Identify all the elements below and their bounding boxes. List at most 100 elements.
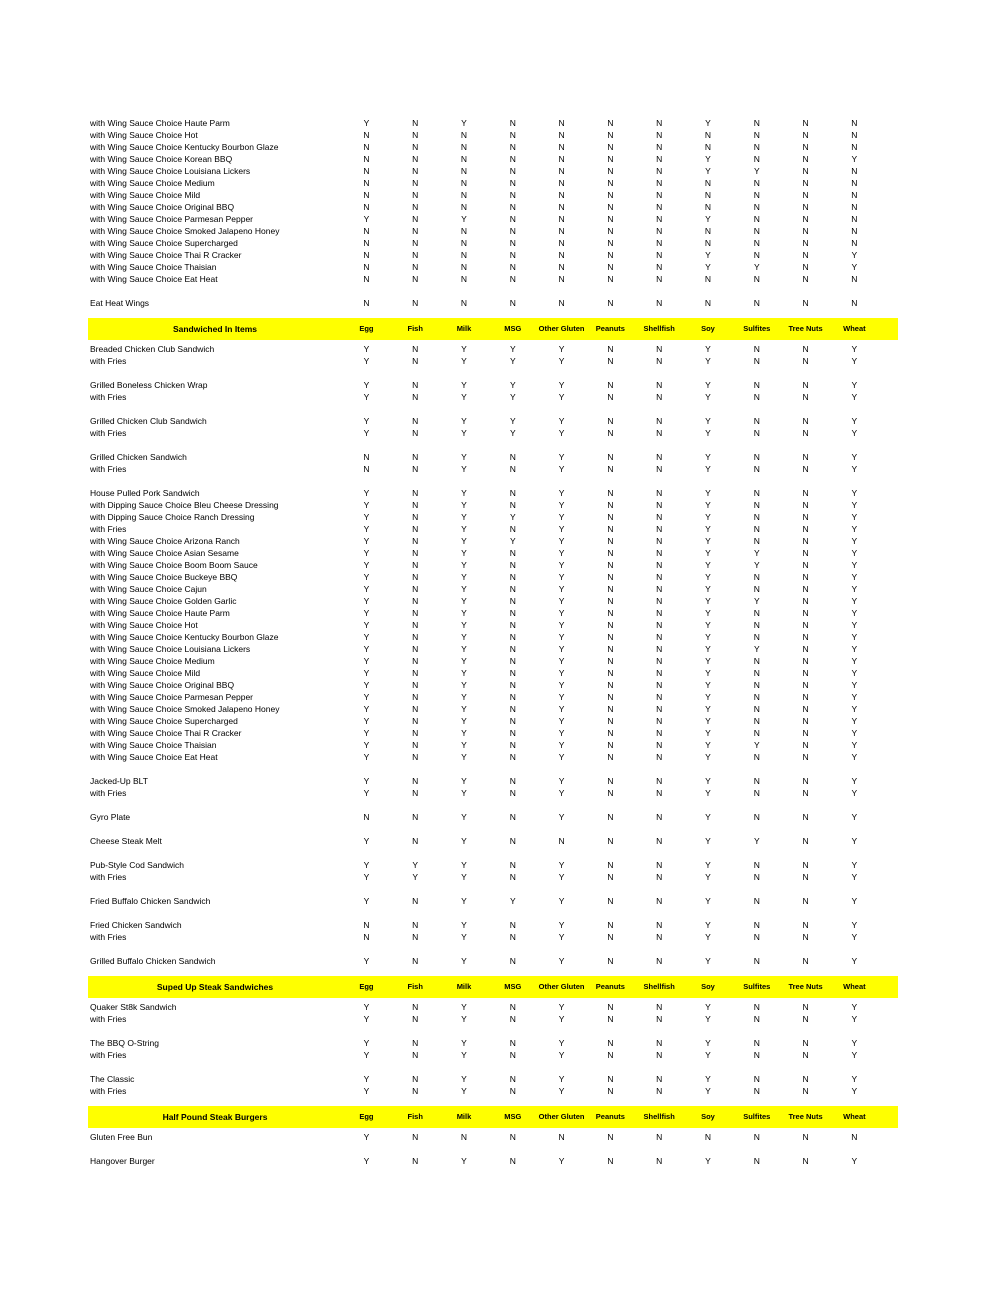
allergen-flag-cell: Y	[851, 262, 858, 272]
allergen-flag-cell: Y	[363, 428, 370, 438]
allergen-flag-cell: N	[509, 262, 516, 272]
allergen-flag-cell: Y	[461, 896, 467, 906]
allergen-flag-cell: N	[607, 118, 614, 128]
allergen-flag-cell: N	[802, 668, 809, 678]
allergen-flag-cell: N	[656, 1156, 663, 1166]
allergen-flag-cell: Y	[461, 488, 467, 498]
allergen-flag-cell: N	[509, 716, 516, 726]
allergen-flag-cell: N	[802, 644, 809, 654]
allergen-flag-cell: Y	[558, 656, 565, 666]
allergen-flag-cell: N	[802, 130, 809, 140]
item-name: with Dipping Sauce Choice Ranch Dressing	[90, 512, 255, 522]
table-row: Eat Heat Wings N N N N N N N N N N N	[88, 297, 898, 309]
allergen-flag-cell: Y	[363, 1002, 370, 1012]
allergen-flag-cell: N	[509, 154, 516, 164]
item-name: with Wing Sauce Choice Thai R Cracker	[90, 728, 242, 738]
allergen-flag-cell: Y	[461, 214, 467, 224]
allergen-flag-cell: N	[607, 178, 614, 188]
allergen-flag-cell: N	[656, 668, 663, 678]
table-row: with Wing Sauce Choice Haute Parm Y N Y N N N N…	[88, 117, 898, 129]
table-row: Fried Buffalo Chicken Sandwich Y N Y Y Y N N Y N N…	[88, 895, 898, 907]
allergen-flag-cell: Y	[558, 1038, 565, 1048]
allergen-flag-cell: N	[509, 190, 516, 200]
allergen-flag-cell: N	[802, 262, 809, 272]
column-header: Wheat	[843, 982, 866, 991]
allergen-flag-cell: Y	[705, 956, 711, 966]
allergen-flag-cell: N	[509, 142, 516, 152]
allergen-flag-cell: N	[412, 1050, 419, 1060]
allergen-flag-cell: N	[802, 620, 809, 630]
allergen-flag-cell: N	[802, 416, 809, 426]
table-row: with Wing Sauce Choice Kentucky Bourbon …	[88, 141, 898, 153]
allergen-flag-cell: Y	[705, 656, 711, 666]
blank-row	[88, 823, 898, 835]
allergen-flag-cell: N	[412, 142, 419, 152]
allergen-flag-cell: Y	[705, 380, 711, 390]
allergen-flag-cell: N	[607, 356, 614, 366]
allergen-flag-cell: Y	[753, 740, 760, 750]
item-name: with Wing Sauce Choice Mild	[90, 190, 201, 200]
allergen-flag-cell: N	[558, 836, 565, 846]
allergen-flag-cell: N	[656, 512, 663, 522]
allergen-flag-cell: N	[753, 190, 760, 200]
column-header: Fish	[407, 1112, 423, 1121]
item-name: with Wing Sauce Choice Supercharged	[90, 238, 238, 248]
allergen-flag-cell: N	[656, 956, 663, 966]
allergen-flag-cell: Y	[753, 548, 760, 558]
table-row: with Wing Sauce Choice Parmesan Pepper Y N…	[88, 691, 898, 703]
allergen-flag-cell: Y	[705, 548, 711, 558]
allergen-flag-cell: N	[607, 668, 614, 678]
allergen-flag-cell: N	[802, 536, 809, 546]
allergen-flag-cell: N	[753, 118, 760, 128]
allergen-flag-cell: Y	[558, 1086, 565, 1096]
allergen-flag-cell: Y	[363, 1156, 370, 1166]
item-name: with Fries	[90, 356, 127, 366]
allergen-flag-cell: N	[851, 298, 858, 308]
item-name: with Wing Sauce Choice Kentucky Bourbon …	[90, 142, 279, 152]
allergen-flag-cell: N	[802, 452, 809, 462]
table-row: with Fries Y N Y N Y N N Y N N Y	[88, 523, 898, 535]
allergen-flag-cell: N	[802, 1014, 809, 1024]
allergen-flag-cell: N	[851, 178, 858, 188]
allergen-flag-cell: Y	[363, 896, 370, 906]
allergen-flag-cell: N	[509, 1132, 516, 1142]
table-row: with Wing Sauce Choice Eat Heat N N N N N N N N N…	[88, 273, 898, 285]
allergen-flag-cell: N	[656, 656, 663, 666]
item-name: Pub-Style Cod Sandwich	[90, 860, 185, 870]
column-header: Soy	[701, 324, 715, 333]
allergen-flag-cell: N	[753, 298, 760, 308]
allergen-flag-cell: Y	[363, 1038, 370, 1048]
allergen-flag-cell: N	[656, 524, 663, 534]
allergen-flag-cell: N	[460, 130, 468, 140]
allergen-flag-cell: N	[656, 728, 663, 738]
allergen-flag-cell: N	[363, 932, 370, 942]
allergen-flag-cell: N	[460, 166, 468, 176]
allergen-flag-cell: N	[509, 608, 516, 618]
allergen-flag-cell: N	[558, 298, 565, 308]
allergen-flag-cell: Y	[461, 356, 467, 366]
item-name: with Fries	[90, 392, 127, 402]
allergen-flag-cell: N	[656, 1002, 663, 1012]
item-name: with Fries	[90, 932, 127, 942]
allergen-flag-cell: N	[607, 1002, 614, 1012]
allergen-flag-cell: N	[412, 584, 419, 594]
allergen-flag-cell: N	[509, 620, 516, 630]
allergen-flag-cell: Y	[461, 932, 467, 942]
allergen-flag-cell: N	[607, 704, 614, 714]
allergen-flag-cell: N	[753, 668, 760, 678]
allergen-flag-cell: Y	[558, 692, 565, 702]
allergen-flag-cell: N	[753, 226, 760, 236]
allergen-flag-cell: N	[412, 728, 419, 738]
table-row: with Wing Sauce Choice Thaisian Y N Y N Y N N Y Y…	[88, 739, 898, 751]
item-name: with Wing Sauce Choice Kentucky Bourbon …	[90, 632, 279, 642]
allergen-flag-cell: N	[802, 836, 809, 846]
allergen-flag-cell: Y	[851, 416, 858, 426]
allergen-flag-cell: N	[412, 548, 419, 558]
allergen-flag-cell: Y	[461, 1050, 467, 1060]
allergen-flag-cell: N	[363, 178, 370, 188]
allergen-flag-cell: N	[363, 274, 370, 284]
allergen-flag-cell: N	[607, 202, 614, 212]
allergen-flag-cell: N	[802, 704, 809, 714]
allergen-flag-cell: Y	[363, 632, 370, 642]
allergen-flag-cell: N	[509, 596, 516, 606]
